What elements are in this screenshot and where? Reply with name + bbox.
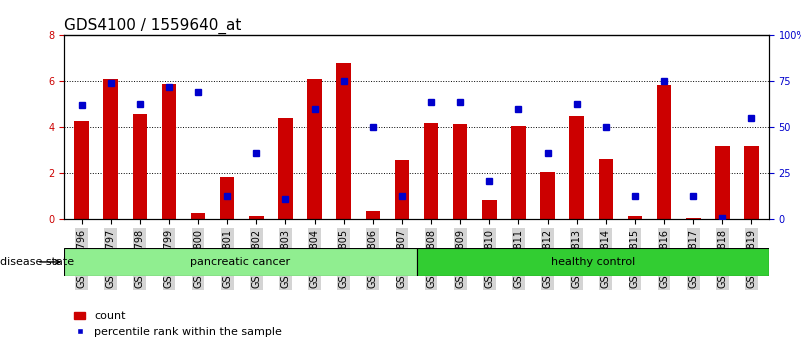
- Bar: [744, 146, 759, 219]
- Bar: [278, 118, 292, 219]
- Bar: [74, 120, 89, 219]
- Text: disease state: disease state: [0, 257, 74, 267]
- Bar: [132, 114, 147, 219]
- Bar: [511, 126, 525, 219]
- Bar: [424, 123, 438, 219]
- Bar: [715, 146, 730, 219]
- Bar: [220, 177, 235, 219]
- Bar: [249, 216, 264, 219]
- Legend: count, percentile rank within the sample: count, percentile rank within the sample: [70, 307, 287, 341]
- Bar: [103, 79, 118, 219]
- Text: pancreatic cancer: pancreatic cancer: [190, 257, 290, 267]
- Bar: [395, 160, 409, 219]
- Text: healthy control: healthy control: [550, 257, 635, 267]
- Bar: [162, 84, 176, 219]
- Bar: [686, 218, 701, 219]
- FancyBboxPatch shape: [417, 248, 769, 276]
- Bar: [482, 200, 497, 219]
- Bar: [453, 124, 468, 219]
- Bar: [191, 212, 205, 219]
- Bar: [365, 211, 380, 219]
- Bar: [657, 85, 671, 219]
- Bar: [628, 216, 642, 219]
- Bar: [541, 172, 555, 219]
- Text: GDS4100 / 1559640_at: GDS4100 / 1559640_at: [64, 18, 241, 34]
- Bar: [570, 116, 584, 219]
- Bar: [336, 63, 351, 219]
- Bar: [308, 79, 322, 219]
- Bar: [598, 159, 613, 219]
- FancyBboxPatch shape: [64, 248, 417, 276]
